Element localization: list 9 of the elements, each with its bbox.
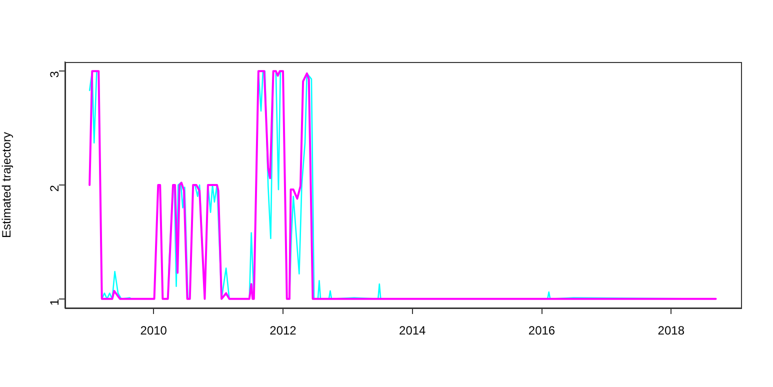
x-tick-label: 2012	[270, 324, 297, 338]
x-tick-label: 2010	[140, 324, 168, 338]
x-tick-label: 2014	[399, 324, 426, 338]
y-tick-label: 1	[47, 298, 62, 306]
y-tick-label: 2	[47, 184, 62, 192]
x-tick-label: 2016	[528, 324, 556, 338]
x-tick-label: 2018	[658, 324, 685, 338]
y-axis-title: Estimated trajectory	[0, 132, 14, 238]
y-tick-label: 3	[47, 70, 62, 78]
